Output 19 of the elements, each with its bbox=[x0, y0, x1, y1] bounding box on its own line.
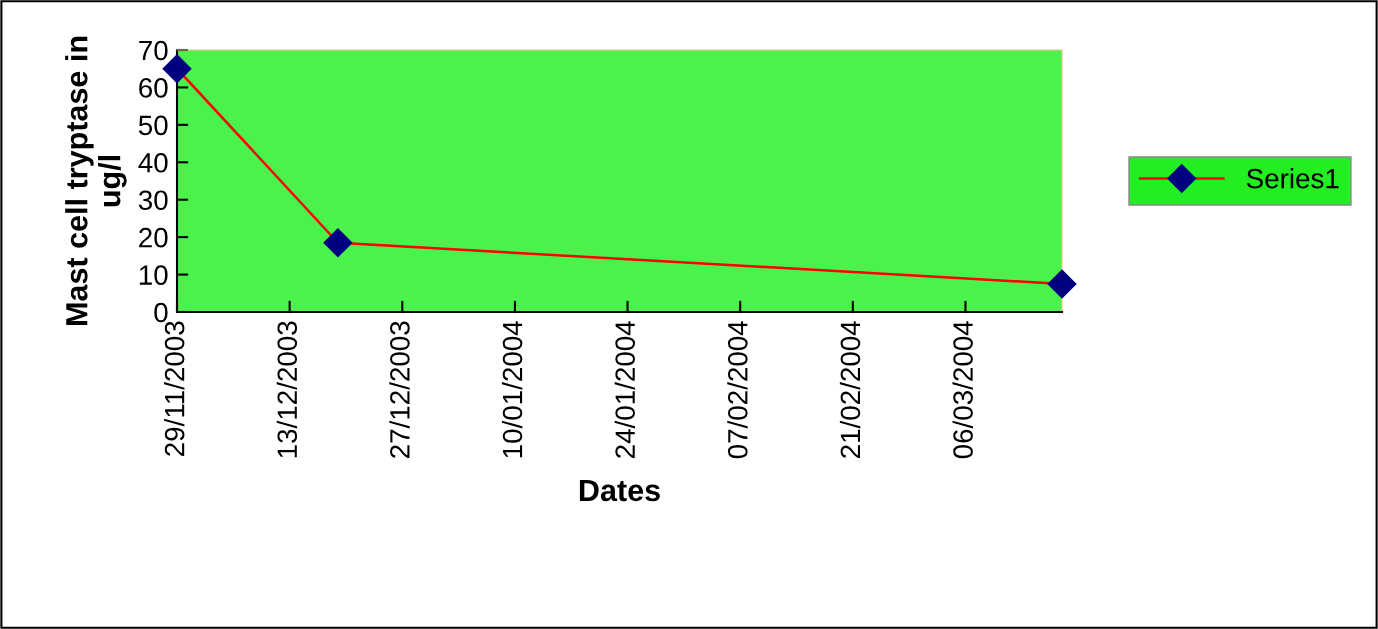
x-tick-label: 24/01/2004 bbox=[614, 321, 635, 458]
y-tick-label: 20 bbox=[139, 227, 168, 248]
x-tick-label: 07/02/2004 bbox=[727, 321, 748, 459]
x-axis-title: Dates bbox=[579, 479, 660, 502]
y-tick-label: 10 bbox=[139, 265, 168, 285]
y-tick-label: 0 bbox=[154, 302, 168, 323]
x-tick-label: 13/12/2003 bbox=[276, 321, 298, 458]
x-tick-label: 21/02/2004 bbox=[839, 321, 861, 458]
y-axis-title: Mast cell tryptase in ug/l bbox=[65, 36, 127, 325]
x-tick-label: 27/12/2003 bbox=[389, 321, 410, 458]
y-tick-label: 30 bbox=[138, 190, 168, 211]
y-tick-label: 50 bbox=[138, 115, 168, 136]
legend-label: Series1 bbox=[1246, 168, 1339, 189]
y-tick-label: 70 bbox=[139, 40, 168, 61]
y-tick-label: 60 bbox=[139, 78, 168, 98]
x-tick-label: 10/01/2004 bbox=[501, 321, 523, 458]
x-tick-label: 06/03/2004 bbox=[952, 321, 973, 459]
y-tick-label: 40 bbox=[138, 152, 168, 173]
x-tick-label: 29/11/2003 bbox=[164, 321, 185, 456]
